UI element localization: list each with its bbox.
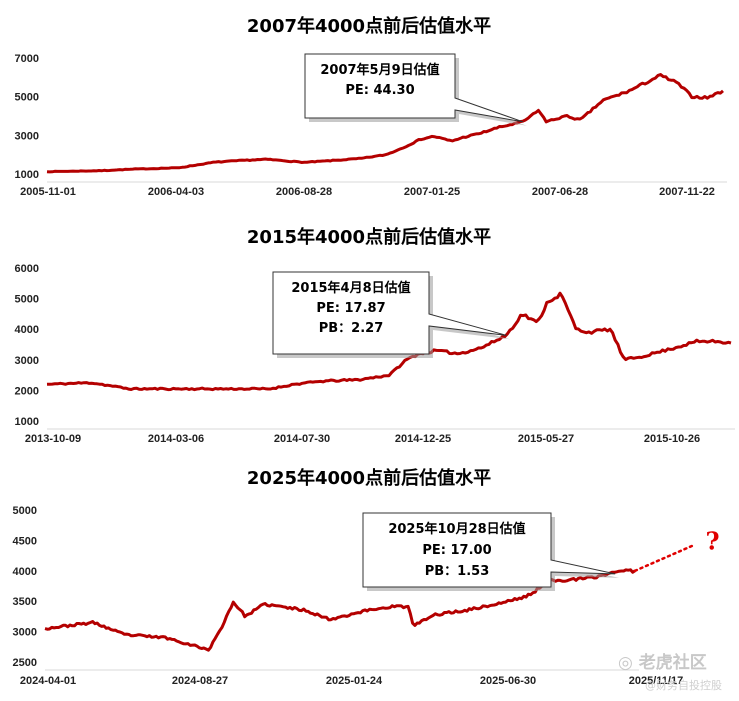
chart-2: 2015年4000点前后估值水平 1000 2000 3000 4000 5000 6000… (15, 226, 735, 445)
y-tick-label: 5000 (13, 505, 37, 517)
x-tick-label: 2013-10-09 (25, 433, 81, 445)
y-tick-label: 3000 (15, 130, 39, 142)
x-tick-label: 2015-10-26 (644, 433, 700, 445)
x-tick-label: 2007-01-25 (404, 186, 460, 198)
y-tick-label: 4000 (13, 566, 37, 578)
callout-line: PE: 44.30 (345, 83, 414, 98)
callout-line: 2025年10月28日估值 (388, 521, 525, 537)
y-tick-label: 6000 (15, 263, 39, 275)
watermark-text: ◎ 老虎社区 (618, 653, 707, 673)
y-tick-label: 4500 (13, 535, 37, 547)
chart-3: 2025年4000点前后估值水平 2500 3000 3500 4000 4500 5000… (13, 467, 720, 687)
callout: 2007年5月9日估值 PE: 44.30 (304, 53, 527, 126)
x-tick-label: 2005-11-01 (20, 186, 76, 198)
x-tick-label: 2006-08-28 (276, 186, 332, 198)
series-line (46, 73, 724, 174)
callout-box (362, 512, 616, 588)
y-tick-label: 2500 (13, 657, 37, 669)
x-tick-label: 2014-03-06 (148, 433, 204, 445)
y-tick-label: 5000 (15, 294, 39, 306)
x-tick-label: 2007-06-28 (532, 186, 588, 198)
callout-line: PE: 17.00 (422, 543, 491, 558)
x-tick-label: 2025-01-24 (326, 675, 383, 687)
y-tick-label: 7000 (15, 53, 39, 65)
chart-title: 2025年4000点前后估值水平 (247, 467, 491, 489)
x-tick-label: 2006-04-03 (148, 186, 204, 198)
x-tick-label: 2014-07-30 (274, 433, 330, 445)
callout-box (304, 53, 524, 123)
chart-1: 2007年4000点前后估值水平 1000 3000 5000 7000 2005-11-… (15, 15, 727, 198)
series-line (46, 291, 732, 392)
x-tick-label: 2025/11/17 (629, 675, 683, 687)
x-tick-label: 2024-08-27 (172, 675, 228, 687)
x-tick-label: 2014-12-25 (395, 433, 451, 445)
y-tick-label: 3500 (13, 596, 37, 608)
callout-line: 2007年5月9日估值 (320, 62, 439, 78)
x-tick-label: 2015-05-27 (518, 433, 574, 445)
question-mark: ? (706, 526, 720, 555)
callout: 2025年10月28日估值 PE: 17.00 PB：1.53 (362, 512, 620, 591)
callout-box (272, 271, 507, 355)
y-tick-label: 4000 (15, 324, 39, 336)
y-tick-label: 3000 (15, 355, 39, 367)
y-tick-label: 2000 (15, 385, 39, 397)
callout-line: 2015年4月8日估值 (291, 280, 410, 296)
y-tick-label: 1000 (15, 169, 39, 181)
watermark-subtext: @财务自投控股 (645, 679, 722, 692)
callout: 2015年4月8日估值 PE: 17.87 PB：2.27 (272, 271, 511, 358)
x-tick-label: 2025-06-30 (480, 675, 536, 687)
chart-title: 2007年4000点前后估值水平 (247, 15, 491, 37)
tiger-icon: ◎ (618, 653, 633, 673)
callout-line: PE: 17.87 (316, 301, 385, 316)
y-tick-label: 1000 (15, 416, 39, 428)
x-tick-label: 2024-04-01 (20, 675, 76, 687)
y-tick-label: 3000 (13, 627, 37, 639)
y-tick-label: 5000 (15, 92, 39, 104)
projection-line (633, 544, 695, 573)
callout-line: PB：1.53 (425, 564, 490, 579)
x-tick-label: 2007-11-22 (659, 186, 715, 198)
chart-title: 2015年4000点前后估值水平 (247, 226, 491, 248)
callout-line: PB：2.27 (319, 321, 384, 336)
